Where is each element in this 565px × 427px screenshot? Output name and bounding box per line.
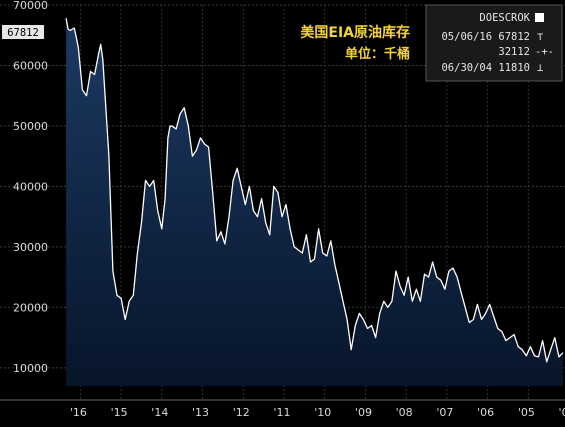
series-line <box>65 18 564 363</box>
y-tick-label: 20000 <box>13 301 48 314</box>
x-tick-label: '06 <box>477 406 494 419</box>
last-value-label: 67812 <box>2 25 44 39</box>
x-tick-label: '14 <box>151 406 168 419</box>
x-tick-label: '07 <box>436 406 453 419</box>
chart-subtitle: 单位：千桶 <box>345 46 410 62</box>
x-tick-label: '15 <box>111 406 128 419</box>
y-axis: 70000 60000 50000 40000 30000 20000 10000 <box>13 0 48 375</box>
x-tick-label: '16 <box>70 406 87 419</box>
chart-title-block: 美国EIA原油库存 单位：千桶 <box>300 24 410 62</box>
last-value-label-box <box>2 25 44 39</box>
y-tick-label: 40000 <box>13 180 48 193</box>
y-tick-label: 10000 <box>13 362 48 375</box>
x-axis: '16 '15 '14 '13 '12 '11 '10 '09 '08 '07 '06 '05 '04 <box>0 399 565 419</box>
x-tick-label: '05 <box>518 406 535 419</box>
x-tick-label: '10 <box>314 406 331 419</box>
x-tick-label: '09 <box>355 406 372 419</box>
legend-high-line: 05/06/16 67812 <box>441 31 530 43</box>
y-tick-label: 30000 <box>13 241 48 254</box>
legend: DOESCROK 05/06/16 67812 ⊤ 32112 -+- 06/3… <box>425 4 563 82</box>
x-tick-label: '12 <box>233 406 250 419</box>
area-fill <box>66 18 563 386</box>
x-tick-label: '04 <box>559 406 565 419</box>
mid-marker-icon: -+- <box>535 46 554 58</box>
legend-mid-line: 32112 <box>498 46 530 58</box>
y-tick-label: 60000 <box>13 59 48 72</box>
y-tick-label: 70000 <box>13 0 48 12</box>
legend-swatch <box>535 13 544 22</box>
legend-title: DOESCROK <box>479 12 530 24</box>
legend-low-line: 06/30/04 11810 <box>441 62 530 74</box>
chart-title: 美国EIA原油库存 <box>300 24 410 41</box>
low-marker-icon: ⊥ <box>537 62 543 74</box>
series-line-path <box>65 18 564 363</box>
x-tick-label: '11 <box>273 406 290 419</box>
high-marker-icon: ⊤ <box>537 31 543 43</box>
x-tick-label: '13 <box>192 406 209 419</box>
y-tick-label: 50000 <box>13 120 48 133</box>
last-value-label-text: 67812 <box>7 27 39 39</box>
x-tick-label: '08 <box>396 406 413 419</box>
series-area <box>66 18 563 386</box>
